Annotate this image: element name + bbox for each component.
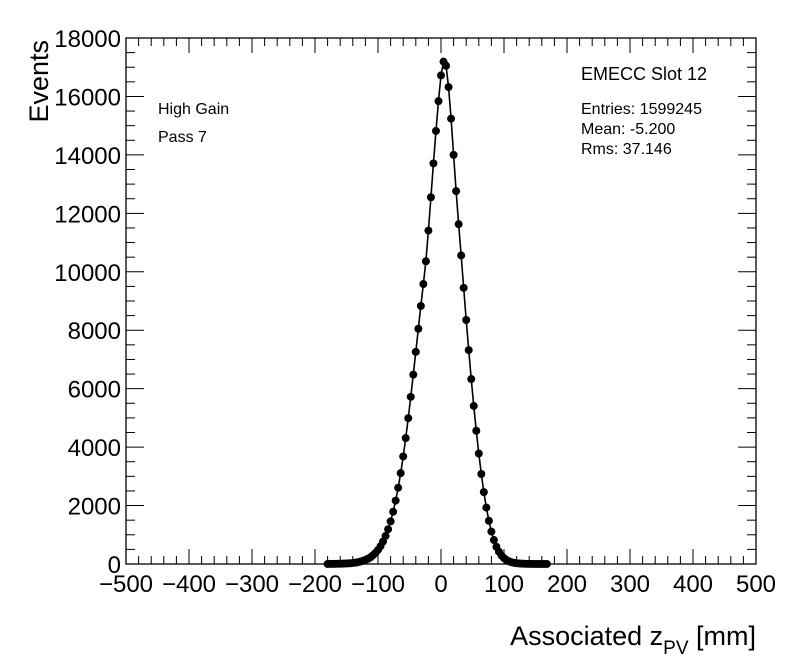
data-point	[474, 449, 483, 458]
stat-entries: Entries: 1599245	[581, 101, 702, 118]
annotation-high-gain: High Gain	[158, 101, 229, 118]
x-tick-label: 300	[610, 571, 650, 598]
data-point	[484, 516, 493, 525]
data-point	[437, 71, 445, 80]
annotation-pass: Pass 7	[158, 129, 207, 146]
data-point	[434, 97, 443, 106]
data-point	[449, 150, 458, 159]
x-tick-label: 200	[547, 571, 587, 598]
data-point	[489, 536, 498, 545]
y-tick-label: 18000	[54, 26, 121, 53]
data-point	[424, 226, 433, 235]
data-point	[454, 220, 463, 229]
data-point	[426, 193, 435, 202]
data-point	[384, 525, 393, 534]
x-tick-label: −100	[351, 571, 405, 598]
x-tick-label: −400	[162, 571, 216, 598]
y-tick-label: 0	[108, 552, 121, 579]
y-tick-label: 12000	[54, 201, 121, 228]
data-point	[381, 531, 390, 540]
data-point	[487, 527, 496, 536]
data-point	[462, 315, 471, 324]
data-point	[401, 434, 410, 443]
stat-rms: Rms: 37.146	[581, 141, 672, 158]
series-layer	[323, 57, 551, 568]
data-point	[444, 83, 453, 92]
plot-frame	[125, 37, 757, 565]
data-point	[386, 517, 395, 526]
data-point	[447, 114, 456, 123]
data-point	[394, 483, 403, 492]
data-point	[469, 401, 478, 410]
x-axis-title-main: Associated z	[510, 621, 663, 651]
y-tick-label: 14000	[54, 143, 121, 170]
data-point	[477, 469, 486, 478]
data-point	[414, 324, 423, 333]
data-point	[409, 370, 418, 379]
data-point	[396, 469, 405, 478]
y-tick-label: 16000	[54, 84, 121, 111]
data-point	[464, 346, 473, 355]
data-point	[457, 251, 466, 260]
data-point	[467, 375, 476, 384]
data-point	[421, 257, 430, 266]
y-tick-label: 2000	[68, 494, 121, 521]
data-point	[391, 496, 400, 505]
x-axis-title-unit: [mm]	[689, 621, 757, 651]
x-tick-label: −200	[288, 571, 342, 598]
data-point	[482, 503, 491, 512]
data-point	[452, 187, 461, 196]
y-axis-title: Events	[24, 40, 54, 123]
data-point	[419, 280, 428, 289]
data-point	[472, 426, 481, 435]
y-tick-label: 6000	[68, 377, 121, 404]
data-point	[459, 283, 468, 292]
data-point	[431, 126, 440, 135]
data-point	[406, 392, 415, 401]
annotation-slot: EMECC Slot 12	[581, 64, 707, 84]
x-tick-label: −300	[225, 571, 279, 598]
y-tick-label: 4000	[68, 435, 121, 462]
x-tick-label: 0	[434, 571, 447, 598]
stat-mean: Mean: -5.200	[581, 121, 675, 138]
x-tick-label: −500	[99, 571, 153, 598]
x-tick-label: 500	[736, 571, 776, 598]
data-point	[404, 414, 413, 423]
data-point	[399, 452, 408, 461]
x-tick-label: 400	[673, 571, 713, 598]
x-tick-label: 100	[484, 571, 524, 598]
data-point	[442, 61, 451, 70]
data-point	[389, 507, 398, 516]
data-point	[416, 301, 425, 310]
labels-layer: −500 −400 −300 −200 −100 0 100 200 300 400 500 0 200…	[54, 26, 776, 598]
y-tick-label: 10000	[54, 260, 121, 287]
data-point	[411, 347, 420, 356]
data-point	[429, 159, 438, 168]
x-axis-title-subscript: PV	[663, 638, 689, 659]
x-axis-title: Associated zPV [mm]	[510, 621, 756, 659]
y-tick-label: 8000	[68, 318, 121, 345]
data-point	[479, 488, 488, 497]
